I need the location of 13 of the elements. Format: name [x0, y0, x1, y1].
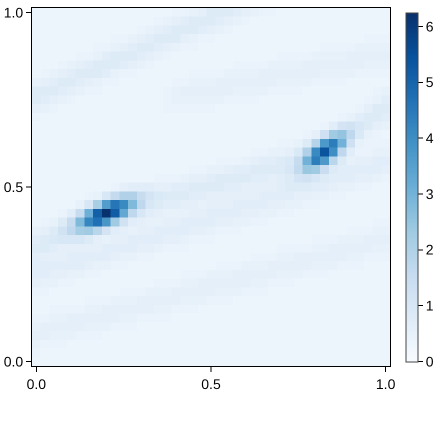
y-tick-label: 0.5	[4, 178, 24, 195]
color-bar-label: 3	[426, 186, 434, 202]
x-tick-label: 0.5	[201, 376, 221, 392]
color-bar-label: 2	[426, 242, 434, 258]
y-tick-label: 1.0	[4, 4, 24, 20]
x-tick-label: 0.0	[26, 376, 46, 392]
color-bar-label: 4	[426, 130, 434, 146]
color-bar-label: 5	[426, 74, 434, 90]
color-bar-label: 6	[426, 18, 434, 34]
color-bar-label: 0	[426, 353, 434, 370]
y-tick-label: 0.0	[4, 354, 24, 370]
x-tick-label: 1.0	[376, 376, 396, 392]
color-bar-label: 1	[426, 298, 434, 314]
